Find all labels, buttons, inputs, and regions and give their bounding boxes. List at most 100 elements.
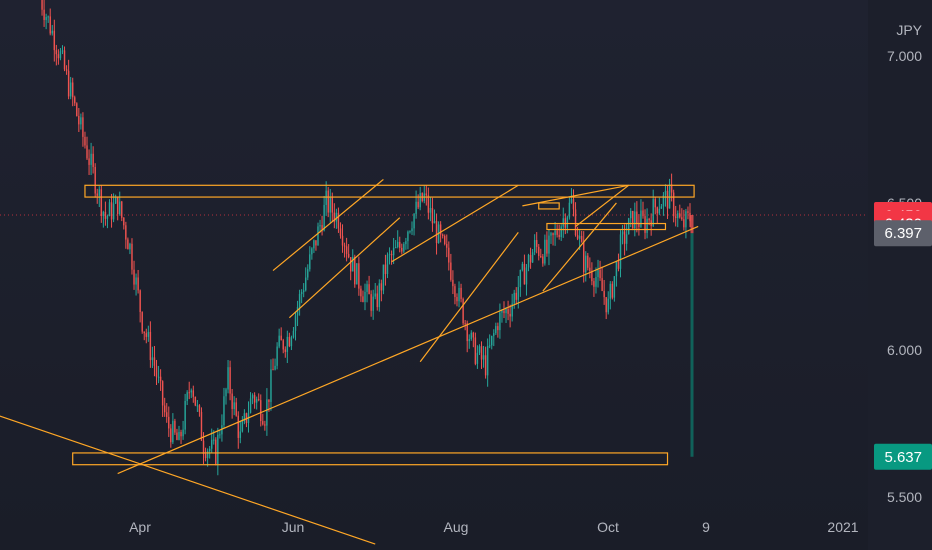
candle-body: [609, 283, 611, 299]
candle-body: [61, 50, 64, 52]
candle-body: [104, 211, 107, 219]
candle-body: [607, 298, 609, 313]
trend-line[interactable]: [272, 178, 384, 272]
candle-body: [409, 231, 411, 233]
candle-body: [172, 420, 174, 443]
candle-body: [446, 244, 448, 248]
annotation-box[interactable]: [72, 452, 669, 466]
candle-body: [511, 303, 513, 317]
candle-body: [145, 333, 148, 337]
candle-body: [505, 309, 507, 314]
candle-body: [623, 231, 626, 244]
price-tag-bg: [874, 220, 932, 247]
candle-body: [572, 199, 575, 210]
candle-body: [278, 335, 280, 347]
candle-body: [358, 263, 360, 289]
last-candle-body: [690, 215, 694, 234]
candle-body: [184, 400, 186, 430]
candle-body: [94, 166, 96, 194]
candle-body: [460, 287, 462, 299]
annotation-box[interactable]: [546, 222, 667, 231]
candle-body: [362, 296, 364, 302]
candle-body: [282, 340, 284, 350]
candle-body: [464, 323, 466, 325]
candle-body: [296, 306, 299, 316]
trend-line[interactable]: [542, 202, 617, 292]
candle-body: [407, 231, 409, 242]
candle-body: [401, 247, 403, 252]
candle-body: [462, 298, 464, 324]
candle-body: [689, 212, 691, 222]
candle-body: [568, 202, 571, 218]
candle-body: [108, 202, 111, 217]
candle-body: [217, 434, 219, 464]
candle-body: [131, 243, 133, 270]
candle-body: [149, 331, 152, 361]
trend-line[interactable]: [288, 217, 401, 319]
candle-body: [161, 381, 164, 406]
trend-line[interactable]: [0, 409, 376, 545]
candle-body: [49, 16, 51, 34]
candle-body: [262, 421, 264, 425]
candle-body: [499, 312, 501, 331]
candle-body: [683, 219, 685, 228]
candle-body: [384, 264, 387, 275]
candle-body: [327, 190, 329, 213]
candle-body: [382, 264, 385, 291]
candle-body: [168, 416, 170, 429]
candle-body: [284, 349, 286, 352]
candle-body: [41, 0, 43, 10]
candle-body: [448, 247, 450, 263]
candle-body: [123, 217, 125, 226]
candle-body: [231, 393, 233, 409]
candle-body: [636, 211, 638, 224]
candle-body: [194, 396, 197, 406]
candle-body: [672, 192, 675, 217]
candle-body: [200, 411, 203, 441]
trend-line[interactable]: [391, 184, 519, 263]
candle-body: [225, 389, 227, 397]
candle-body: [544, 239, 546, 264]
candle-body: [313, 240, 315, 249]
candle-body: [208, 448, 211, 452]
candle-body: [325, 190, 327, 205]
trend-line[interactable]: [419, 231, 519, 363]
candle-body: [166, 412, 168, 417]
candle-body: [595, 277, 597, 287]
candle-body: [294, 315, 297, 331]
candle-body: [47, 16, 49, 18]
candle-body: [309, 254, 311, 270]
axis-layer: 7.0006.5006.0005.500JPYAprJunAugOct92021…: [129, 22, 932, 535]
trend-line[interactable]: [522, 184, 629, 207]
candle-body: [617, 261, 620, 269]
candle-body: [652, 199, 654, 227]
candle-body: [638, 223, 640, 227]
candle-body: [125, 225, 127, 240]
candle-body: [419, 193, 421, 208]
annotation-box[interactable]: [538, 202, 560, 210]
candle-body: [219, 434, 221, 436]
candle-body: [341, 235, 344, 246]
candle-body: [315, 240, 317, 246]
candle-body: [533, 239, 536, 253]
candle-body: [186, 392, 188, 401]
x-tick-label: Oct: [597, 519, 619, 535]
candle-body: [63, 50, 66, 70]
candle-body: [454, 286, 456, 297]
projection-bar: [690, 233, 694, 457]
candle-body: [356, 263, 358, 285]
candle-body: [664, 190, 667, 196]
trend-line[interactable]: [117, 225, 699, 475]
candle-body: [71, 82, 74, 98]
annotation-box[interactable]: [84, 184, 695, 198]
candle-body: [521, 263, 524, 270]
candles-layer: [41, 0, 694, 476]
candle-body: [215, 439, 217, 464]
candle-body: [368, 284, 370, 295]
x-tick-label: Jun: [282, 519, 305, 535]
candle-body: [153, 357, 156, 366]
trend-line[interactable]: [575, 184, 630, 227]
candle-body: [155, 365, 158, 377]
candle-body: [237, 415, 239, 438]
